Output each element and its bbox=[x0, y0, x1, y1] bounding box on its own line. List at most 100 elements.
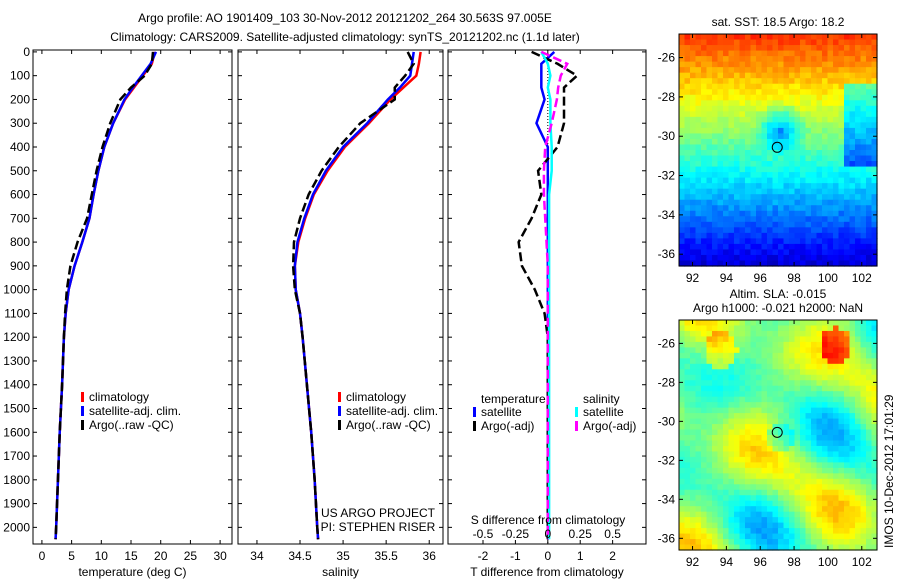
map-cell bbox=[800, 451, 807, 458]
series-s-argo-adj- bbox=[540, 50, 569, 540]
map-cell bbox=[695, 489, 702, 496]
map-cell bbox=[778, 484, 785, 491]
map-cell bbox=[723, 451, 730, 458]
map-cell bbox=[860, 249, 867, 256]
map-cell bbox=[789, 456, 796, 463]
map-cell bbox=[772, 78, 779, 85]
map-cell bbox=[805, 533, 812, 540]
map-cell bbox=[838, 39, 845, 46]
map-cell bbox=[849, 232, 856, 239]
map-cell bbox=[800, 177, 807, 184]
map-cell bbox=[739, 369, 746, 376]
map-cell bbox=[871, 243, 878, 251]
map-cell bbox=[816, 506, 823, 513]
map-cell bbox=[822, 517, 829, 524]
map-cell bbox=[778, 216, 785, 223]
map-cell bbox=[772, 72, 779, 79]
map-cell bbox=[701, 67, 708, 74]
map-cell bbox=[805, 484, 812, 491]
map-cell bbox=[816, 216, 823, 223]
map-cell bbox=[811, 172, 818, 179]
map-cell bbox=[789, 260, 796, 267]
map-cell bbox=[701, 341, 708, 348]
map-cell bbox=[811, 402, 818, 409]
map-cell bbox=[827, 45, 834, 52]
map-cell bbox=[761, 369, 768, 376]
map-cell bbox=[772, 221, 779, 228]
map-cell bbox=[723, 61, 730, 68]
map-cell bbox=[772, 435, 779, 442]
map-cell bbox=[745, 105, 752, 112]
map-cell bbox=[690, 210, 697, 217]
map-cell bbox=[805, 105, 812, 112]
map-cell bbox=[750, 456, 757, 463]
map-cell bbox=[712, 435, 719, 442]
map-cell bbox=[701, 424, 708, 431]
map-cell bbox=[723, 380, 730, 387]
map-cell bbox=[844, 440, 851, 447]
map-cell bbox=[778, 544, 785, 551]
map-cell bbox=[761, 183, 768, 190]
map-cell bbox=[871, 544, 878, 551]
map-cell bbox=[778, 183, 785, 190]
map-cell bbox=[811, 522, 818, 529]
map-cell bbox=[690, 183, 697, 190]
map-cell bbox=[756, 72, 763, 79]
map-cell bbox=[717, 210, 724, 217]
legend-swatch bbox=[338, 406, 341, 416]
map-cell bbox=[706, 194, 713, 201]
map-cell bbox=[794, 369, 801, 376]
map-cell bbox=[838, 122, 845, 129]
map-cell bbox=[761, 144, 768, 151]
map-cell bbox=[679, 445, 686, 453]
map-cell bbox=[822, 127, 829, 135]
map-cell bbox=[849, 484, 856, 491]
map-cell bbox=[822, 424, 829, 431]
map-cell bbox=[827, 456, 834, 463]
map-cell bbox=[756, 424, 763, 431]
map-cell bbox=[745, 177, 752, 184]
map-cell bbox=[684, 320, 691, 327]
map-cell bbox=[778, 127, 785, 135]
map-cell bbox=[717, 188, 724, 195]
map-cell bbox=[860, 347, 867, 354]
map-cell bbox=[827, 385, 834, 392]
map-cell bbox=[701, 517, 708, 524]
map-cell bbox=[778, 467, 785, 474]
map-cell bbox=[706, 34, 713, 41]
map-cell bbox=[789, 138, 796, 146]
map-cell bbox=[860, 61, 867, 68]
map-cell bbox=[712, 61, 719, 68]
map-cell bbox=[690, 533, 697, 540]
map-cell bbox=[805, 161, 812, 168]
map-cell bbox=[811, 429, 818, 436]
map-cell bbox=[778, 522, 785, 529]
map-cell bbox=[805, 506, 812, 513]
map-cell bbox=[849, 227, 856, 234]
map-cell bbox=[838, 489, 845, 496]
map-cell bbox=[805, 500, 812, 507]
map-cell bbox=[684, 254, 691, 262]
map-cell bbox=[816, 67, 823, 74]
map-cell bbox=[695, 484, 702, 491]
map-cell bbox=[690, 396, 697, 403]
map-cell bbox=[871, 347, 878, 354]
map-cell bbox=[778, 199, 785, 206]
map-cell bbox=[745, 489, 752, 496]
map-cell bbox=[706, 352, 713, 359]
map-cell bbox=[761, 210, 768, 217]
map-cell bbox=[679, 473, 686, 480]
map-cell bbox=[756, 358, 763, 365]
map-cell bbox=[833, 116, 840, 123]
map-cell bbox=[855, 517, 862, 524]
map-cell bbox=[761, 50, 768, 57]
map-cell bbox=[750, 45, 757, 52]
map-cell bbox=[860, 528, 867, 535]
map-cell bbox=[712, 522, 719, 529]
map-cell bbox=[833, 199, 840, 206]
map-cell bbox=[761, 188, 768, 195]
map-cell bbox=[800, 330, 807, 338]
map-cell bbox=[833, 56, 840, 63]
map-cell bbox=[767, 34, 774, 41]
map-cell bbox=[739, 330, 746, 338]
